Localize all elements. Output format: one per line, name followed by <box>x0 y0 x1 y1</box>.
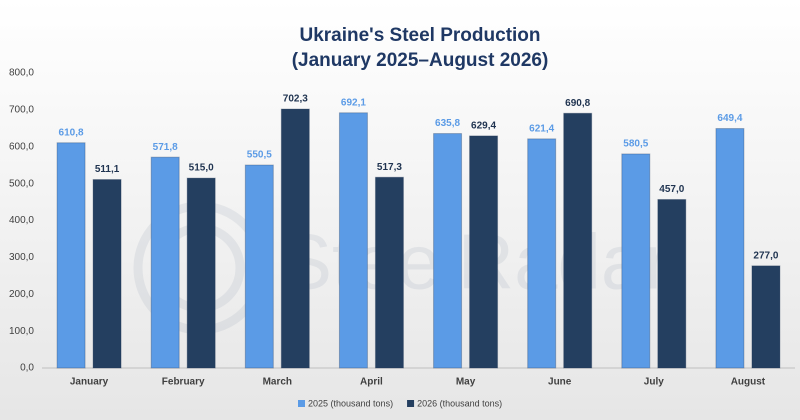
y-tick-label: 400,0 <box>9 215 34 226</box>
value-label: 511,1 <box>95 164 120 175</box>
value-label: 517,3 <box>377 162 402 173</box>
legend-swatch <box>298 400 305 407</box>
x-tick-label: January <box>70 377 109 388</box>
bar <box>92 179 122 369</box>
x-tick-label: July <box>644 377 664 388</box>
bar <box>244 164 274 369</box>
value-label: 635,8 <box>435 118 460 129</box>
y-tick-label: 300,0 <box>9 252 34 263</box>
value-label: 580,5 <box>623 139 648 150</box>
value-label: 621,4 <box>529 123 554 134</box>
bar <box>374 176 404 369</box>
value-label: 649,4 <box>717 113 742 124</box>
legend-label: 2026 (thousand tons) <box>417 398 502 408</box>
value-label: 457,0 <box>659 184 684 195</box>
x-tick-label: June <box>548 377 572 388</box>
legend-swatch <box>407 400 415 407</box>
bar <box>186 177 216 369</box>
bar <box>150 156 180 369</box>
bar <box>527 138 557 369</box>
value-label: 629,4 <box>471 121 496 132</box>
chart-title: Ukraine's Steel Production <box>299 25 540 46</box>
bar <box>621 153 651 369</box>
bar <box>657 198 687 369</box>
chart-subtitle: (January 2025–August 2026) <box>292 50 549 71</box>
value-label: 571,8 <box>153 142 178 153</box>
bar <box>56 142 86 369</box>
x-tick-label: May <box>456 377 476 388</box>
y-tick-label: 500,0 <box>9 178 34 189</box>
value-label: 692,1 <box>341 97 366 108</box>
bar <box>469 135 499 369</box>
x-tick-label: August <box>731 377 766 388</box>
value-label: 277,0 <box>753 250 778 261</box>
y-tick-label: 600,0 <box>9 141 34 152</box>
value-label: 702,3 <box>283 94 308 105</box>
x-tick-label: March <box>263 377 292 388</box>
x-tick-label: February <box>162 377 205 388</box>
y-tick-label: 700,0 <box>9 105 34 116</box>
legend-label: 2025 (thousand tons) <box>308 398 393 408</box>
bar <box>563 112 593 369</box>
bar <box>751 265 781 369</box>
value-label: 690,8 <box>565 98 590 109</box>
bar <box>715 128 745 369</box>
bar <box>280 108 310 369</box>
y-tick-label: 0,0 <box>20 363 34 374</box>
value-label: 610,8 <box>59 127 84 138</box>
bar <box>338 112 368 369</box>
y-tick-label: 800,0 <box>9 68 34 79</box>
x-tick-label: April <box>360 377 383 388</box>
y-tick-label: 200,0 <box>9 289 34 300</box>
value-label: 515,0 <box>189 163 214 174</box>
value-label: 550,5 <box>247 150 272 161</box>
y-tick-label: 100,0 <box>9 326 34 337</box>
bar <box>433 133 463 369</box>
